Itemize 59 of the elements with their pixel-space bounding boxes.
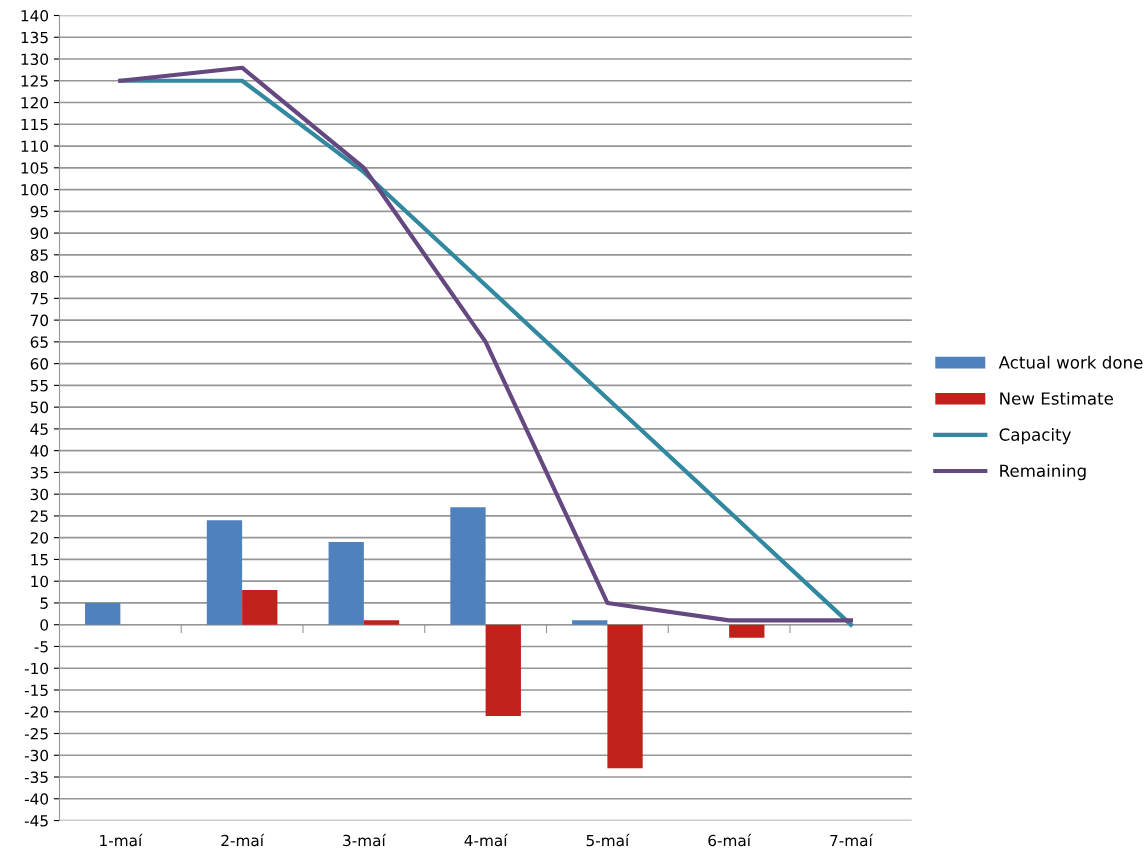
- bar: [450, 507, 486, 625]
- y-tick-label: 85: [30, 249, 48, 261]
- y-tick-label: 20: [30, 532, 49, 544]
- y-tick-label: -5: [34, 641, 48, 653]
- legend-label: Remaining: [1000, 464, 1086, 481]
- bar: [572, 620, 608, 625]
- y-tick-label: 65: [30, 336, 48, 348]
- y-tick-label: 0: [40, 619, 49, 631]
- y-tick-label: -20: [24, 706, 49, 718]
- x-tick-label: 5-maí: [586, 833, 630, 847]
- legend-label: Actual work done: [998, 355, 1143, 369]
- y-tick-label: 130: [21, 53, 49, 66]
- bar: [242, 589, 278, 625]
- y-tick-label: 140: [21, 9, 49, 22]
- y-tick-label: 35: [30, 466, 48, 479]
- y-tick-label: 50: [30, 401, 49, 414]
- bar: [85, 602, 121, 625]
- x-tick-label: 3-maí: [343, 833, 387, 847]
- y-tick-label: 45: [30, 423, 48, 435]
- y-tick-label: 95: [30, 205, 48, 218]
- x-tick-label: 2-maí: [221, 833, 265, 847]
- y-tick-label: 75: [30, 293, 48, 305]
- x-tick-label: 4-maí: [464, 833, 508, 847]
- y-tick-label: 80: [30, 271, 49, 283]
- x-tick-label: 1-maí: [100, 833, 143, 847]
- y-tick-label: -30: [24, 749, 49, 762]
- bar: [363, 620, 400, 625]
- y-tick-label: 125: [21, 75, 48, 87]
- y-tick-label: 60: [30, 358, 49, 370]
- y-tick-label: -45: [24, 815, 48, 827]
- y-tick-label: 135: [21, 31, 48, 44]
- y-tick-label: 15: [31, 554, 48, 566]
- y-tick-label: -35: [24, 771, 48, 784]
- bar: [328, 542, 364, 625]
- y-tick-label: 70: [30, 314, 49, 327]
- y-tick-label: 90: [30, 227, 49, 240]
- y-tick-label: 110: [21, 140, 49, 153]
- y-tick-label: 25: [30, 510, 48, 522]
- x-tick-label: 7-maí: [830, 833, 874, 847]
- y-tick-label: 115: [21, 118, 48, 131]
- y-tick-label: -10: [24, 662, 49, 675]
- y-tick-label: -40: [24, 793, 49, 805]
- x-tick-label: 6-maí: [708, 833, 752, 847]
- y-tick-label: 120: [21, 96, 49, 109]
- y-tick-label: 30: [30, 488, 49, 501]
- bar: [607, 624, 643, 769]
- legend-label: New Estimate: [1000, 391, 1113, 405]
- y-tick-label: 55: [30, 380, 48, 392]
- bar: [206, 520, 243, 625]
- bar: [485, 624, 521, 717]
- y-tick-label: 105: [21, 162, 48, 174]
- y-tick-label: 5: [40, 597, 48, 609]
- y-tick-label: 40: [30, 445, 49, 457]
- y-tick-label: -15: [24, 684, 48, 697]
- bar: [729, 624, 765, 638]
- y-tick-label: 100: [21, 184, 49, 196]
- y-tick-label: 10: [31, 575, 49, 588]
- y-tick-label: -25: [24, 727, 48, 740]
- legend-label: Capacity: [999, 428, 1071, 445]
